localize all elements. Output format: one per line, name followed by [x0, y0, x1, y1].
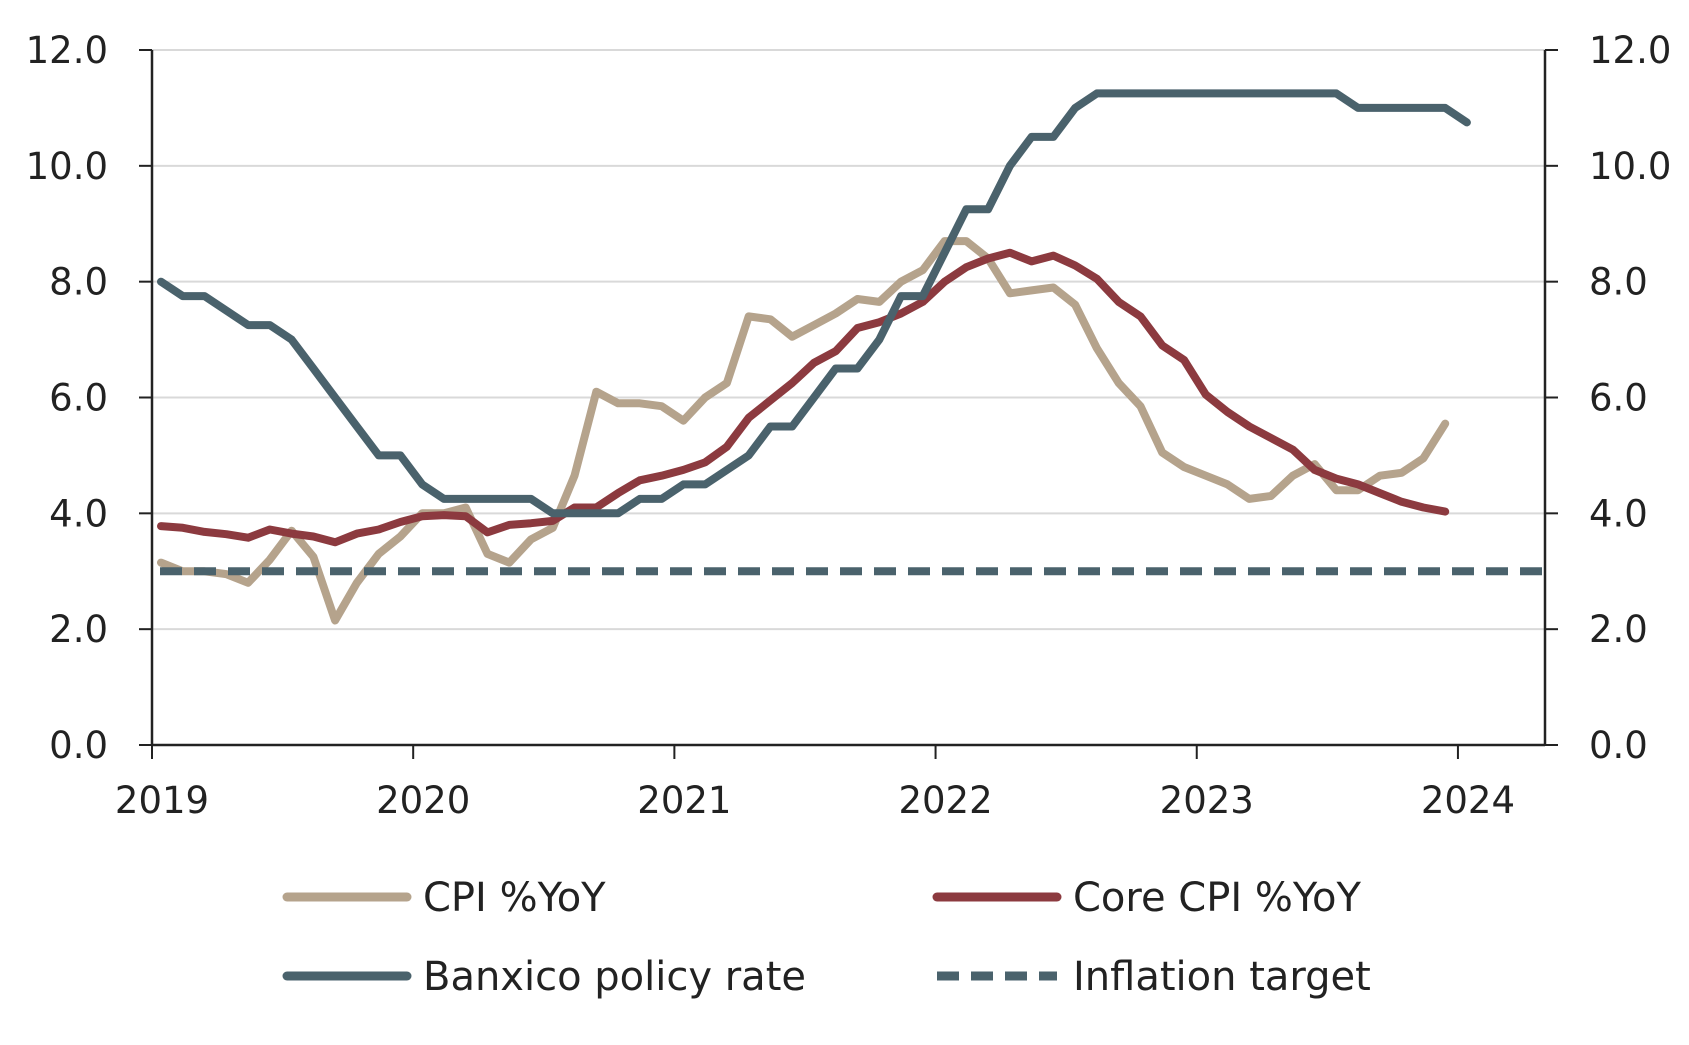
tick-labels: 0.0 0.0 2.0 2.0 4.0 4.0 6.0 6.0 8.0 8.0 10.0 10.0 12…	[26, 29, 1672, 822]
legend: CPI %YoY Core CPI %YoY Banxico policy rate…	[282, 875, 1371, 1000]
legend-item-banxico-policy-rate: Banxico policy rate	[282, 954, 806, 1000]
series-line-core-cpi-yoy	[157, 248, 1450, 547]
y-tick-left-label: 10.0	[26, 145, 108, 188]
y-tick-right-label: 10.0	[1589, 145, 1671, 188]
y-tick-left-label: 6.0	[49, 377, 108, 420]
legend-label: Core CPI %YoY	[1073, 875, 1361, 921]
x-tick-label: 2022	[898, 779, 992, 822]
axes	[139, 49, 1558, 759]
series-line-cpi-yoy	[157, 237, 1450, 625]
y-tick-left-label: 12.0	[26, 29, 108, 72]
legend-item-cpi-yoy: CPI %YoY	[282, 875, 606, 921]
x-tick-label: 2021	[637, 779, 731, 822]
legend-label: CPI %YoY	[423, 875, 606, 921]
legend-item-inflation-target: Inflation target	[937, 954, 1371, 1000]
gridlines	[152, 49, 1545, 631]
x-tick-label: 2019	[115, 779, 209, 822]
y-tick-left-label: 0.0	[49, 724, 108, 767]
legend-label: Inflation target	[1073, 954, 1371, 1000]
y-tick-right-label: 12.0	[1589, 29, 1671, 72]
legend-item-core-cpi-yoy: Core CPI %YoY	[932, 875, 1361, 921]
y-tick-right-label: 4.0	[1589, 492, 1648, 535]
y-tick-right-label: 2.0	[1589, 608, 1648, 651]
y-tick-right-label: 6.0	[1589, 377, 1648, 420]
series-lines	[157, 89, 1554, 625]
x-tick-label: 2023	[1160, 779, 1254, 822]
y-tick-right-label: 0.0	[1589, 724, 1648, 767]
legend-label: Banxico policy rate	[423, 954, 806, 1000]
y-tick-left-label: 2.0	[49, 608, 108, 651]
y-tick-left-label: 8.0	[49, 261, 108, 304]
series-line-banxico-policy-rate	[157, 89, 1471, 518]
x-tick-label: 2024	[1421, 779, 1515, 822]
y-tick-left-label: 4.0	[49, 492, 108, 535]
y-tick-right-label: 8.0	[1589, 261, 1648, 304]
x-tick-label: 2020	[376, 779, 470, 822]
